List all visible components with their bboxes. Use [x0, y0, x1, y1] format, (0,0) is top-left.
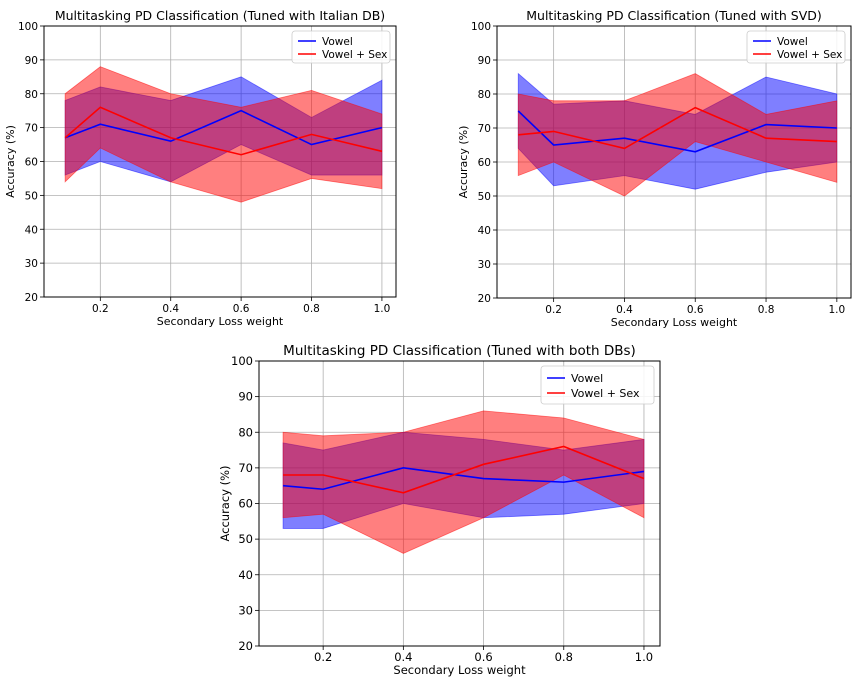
x-tick-label: 1.0 [828, 304, 845, 316]
y-tick-label: 70 [238, 461, 253, 475]
line-vowel-sex [283, 445, 645, 494]
y-tick-label: 90 [238, 390, 253, 404]
band-vowel-sex [282, 410, 645, 554]
x-tick-label: 0.8 [303, 303, 320, 315]
band-vowel-sex [64, 66, 383, 203]
y-tick-label: 30 [478, 259, 491, 271]
x-tick-label: 0.4 [616, 304, 633, 316]
y-tick-label: 20 [238, 639, 253, 653]
chart-1: 0.2 0.4 0.6 0.8 1.0 20 30 40 50 60 70 80 90 100 Second… [4, 8, 397, 328]
y-tick-label: 80 [25, 89, 38, 101]
line-vowel [282, 467, 645, 491]
y-tick-label: 90 [478, 55, 491, 67]
band-vowel-sex [517, 73, 838, 197]
y-tick-label: 100 [471, 21, 491, 33]
y-tick-label: 30 [238, 603, 253, 617]
x-tick-label: 1.0 [635, 650, 653, 664]
legend-label-vowel: Vowel [322, 36, 353, 48]
y-tick-label: 50 [238, 532, 253, 546]
y-tick-label: 20 [478, 293, 491, 305]
x-tick-label: 0.6 [687, 304, 704, 316]
y-tick-label: 90 [25, 55, 38, 67]
y-tick-label: 80 [478, 89, 491, 101]
x-axis-label: Secondary Loss weight [611, 316, 738, 329]
x-tick-label: 0.4 [162, 303, 179, 315]
x-tick-label: 0.8 [758, 304, 775, 316]
chart-title: Multitasking PD Classification (Tuned wi… [526, 8, 822, 23]
line-vowel-sex [518, 106, 837, 150]
legend-label-vowel-sex: Vowel + Sex [777, 49, 842, 61]
y-axis-label: Accuracy (%) [457, 126, 470, 199]
y-tick-label: 60 [25, 157, 38, 169]
x-axis-label: Secondary Loss weight [393, 663, 526, 677]
y-axis-label: Accuracy (%) [218, 465, 232, 541]
y-tick-label: 80 [238, 425, 253, 439]
y-tick-label: 100 [18, 21, 38, 33]
x-tick-label: 0.2 [314, 650, 332, 664]
legend-box [746, 30, 846, 64]
legend-box [540, 365, 655, 405]
y-tick-label: 40 [478, 225, 491, 237]
legend-label-vowel-sex: Vowel + Sex [322, 49, 387, 61]
y-tick-label: 70 [478, 123, 491, 135]
legend-label-vowel-sex: Vowel + Sex [571, 387, 640, 400]
line-vowel [517, 110, 837, 153]
y-tick-label: 50 [25, 190, 38, 202]
y-tick-label: 60 [238, 497, 253, 511]
chart-2: 0.2 0.4 0.6 0.8 1.0 20 30 40 50 60 70 80 90 100 Second… [457, 8, 852, 329]
x-tick-label: 1.0 [374, 303, 391, 315]
x-tick-label: 0.8 [555, 650, 573, 664]
line-vowel [64, 109, 383, 146]
legend-box [291, 30, 391, 64]
y-tick-label: 50 [478, 191, 491, 203]
legend-label-vowel: Vowel [571, 372, 603, 385]
x-tick-label: 0.2 [545, 304, 562, 316]
y-tick-label: 20 [25, 292, 38, 304]
y-tick-label: 70 [25, 123, 38, 135]
chart-3: 0.2 0.4 0.6 0.8 1.0 20 30 40 50 60 70 80 90 100 Second… [218, 343, 661, 677]
legend-label-vowel: Vowel [777, 36, 808, 48]
line-vowel-sex [64, 106, 383, 156]
x-tick-label: 0.6 [233, 303, 250, 315]
y-tick-label: 100 [231, 354, 253, 368]
y-tick-label: 40 [25, 224, 38, 236]
x-axis-label: Secondary Loss weight [157, 315, 284, 328]
x-tick-label: 0.6 [474, 650, 492, 664]
y-tick-label: 40 [238, 568, 253, 582]
chart-title: Multitasking PD Classification (Tuned wi… [283, 343, 636, 359]
y-axis-label: Accuracy (%) [4, 125, 17, 198]
chart-title: Multitasking PD Classification (Tuned wi… [55, 8, 385, 23]
y-tick-label: 60 [478, 157, 491, 169]
x-tick-label: 0.2 [92, 303, 109, 315]
y-tick-label: 30 [25, 258, 38, 270]
x-tick-label: 0.4 [394, 650, 412, 664]
legend: Vowel Vowel + Sex [540, 365, 655, 405]
